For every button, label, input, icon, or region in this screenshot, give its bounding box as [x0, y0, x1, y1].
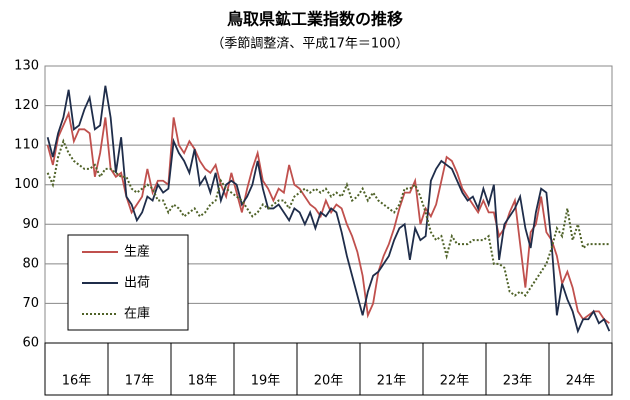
x-tick-label: 20年	[314, 374, 344, 389]
series-line	[46, 138, 610, 297]
x-tick-label: 24年	[566, 374, 596, 389]
x-tick-label: 21年	[377, 374, 407, 389]
y-tick-label: 60	[22, 336, 39, 351]
x-tick-label: 18年	[188, 374, 218, 389]
legend-label: 生産	[124, 244, 150, 260]
series-line	[46, 85, 611, 334]
x-tick-label: 16年	[62, 374, 92, 389]
y-tick-label: 100	[14, 177, 39, 192]
y-tick-label: 70	[22, 296, 39, 311]
y-tick-label: 90	[22, 217, 39, 232]
x-tick-label: 19年	[251, 374, 281, 389]
y-tick-label: 130	[14, 59, 39, 74]
legend-label: 在庫	[124, 307, 150, 322]
x-tick-label: 23年	[503, 374, 533, 389]
y-tick-label: 80	[22, 256, 39, 271]
y-tick-label: 120	[14, 98, 39, 113]
chart-subtitle: （季節調整済、平成17年＝100）	[211, 36, 408, 52]
chart-title: 鳥取県鉱工業指数の推移	[227, 10, 403, 29]
legend-label: 出荷	[124, 276, 150, 291]
y-tick-label: 110	[14, 138, 39, 153]
x-tick-label: 17年	[125, 374, 155, 389]
x-tick-label: 22年	[440, 374, 470, 389]
